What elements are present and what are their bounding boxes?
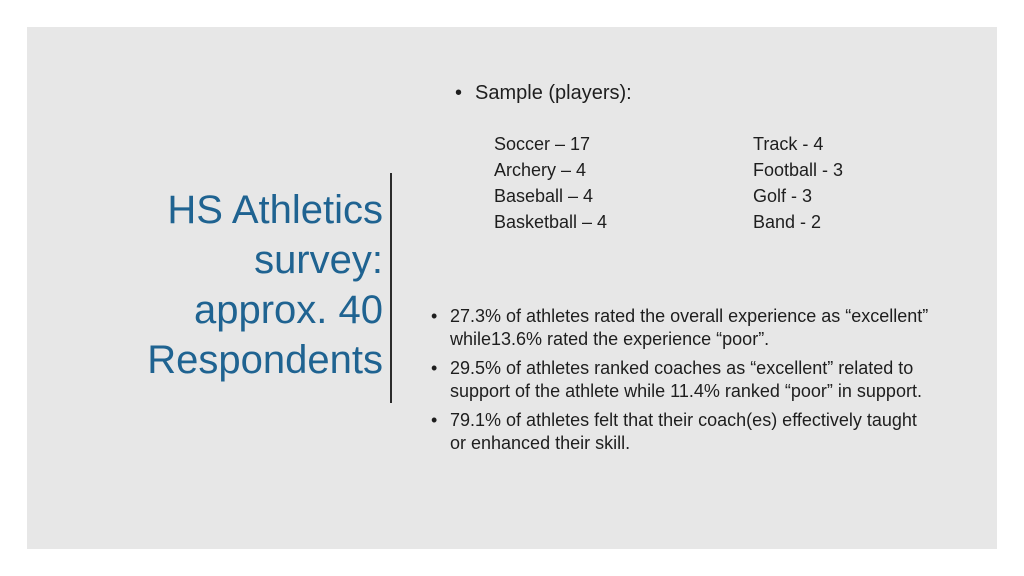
- bullet-icon: •: [431, 410, 438, 430]
- sample-item: Baseball – 4: [494, 186, 594, 206]
- title-line-1: HS Athletics: [167, 188, 383, 232]
- title-line-4: Respondents: [147, 338, 383, 382]
- finding-item: • 29.5% of athletes ranked coaches as “e…: [427, 357, 937, 403]
- sample-heading: • Sample (players):: [455, 82, 632, 105]
- finding-item: • 27.3% of athletes rated the overall ex…: [427, 305, 937, 351]
- findings-list: • 27.3% of athletes rated the overall ex…: [427, 305, 937, 461]
- vertical-divider: [390, 173, 392, 403]
- finding-item: • 79.1% of athletes felt that their coac…: [427, 409, 937, 455]
- sample-heading-text: Sample (players):: [475, 82, 632, 104]
- bullet-icon: •: [431, 358, 438, 378]
- bullet-icon: •: [431, 306, 438, 326]
- bullet-icon: •: [455, 82, 463, 104]
- sample-item: Soccer – 17: [494, 134, 591, 154]
- sample-item: Archery – 4: [494, 160, 587, 180]
- sample-item: Golf - 3: [753, 186, 813, 206]
- sample-item: Basketball – 4: [494, 212, 608, 232]
- sample-item: Band - 2: [753, 212, 822, 232]
- sample-item: Football - 3: [753, 160, 844, 180]
- sample-right-column: Track - 4 Football - 3 Golf - 3 Band - 2: [753, 131, 843, 235]
- finding-text: 29.5% of athletes ranked coaches as “exc…: [450, 358, 922, 401]
- sample-item: Track - 4: [753, 134, 824, 154]
- title-line-3: approx. 40: [193, 288, 383, 332]
- finding-text: 27.3% of athletes rated the overall expe…: [450, 306, 929, 349]
- sample-left-column: Soccer – 17 Archery – 4 Baseball – 4 Bas…: [494, 131, 607, 235]
- slide: HS Athletics survey: approx. 40 Responde…: [27, 27, 997, 549]
- finding-text: 79.1% of athletes felt that their coach(…: [450, 410, 917, 453]
- title-line-2: survey:: [254, 238, 383, 282]
- slide-title: HS Athletics survey: approx. 40 Responde…: [87, 185, 383, 385]
